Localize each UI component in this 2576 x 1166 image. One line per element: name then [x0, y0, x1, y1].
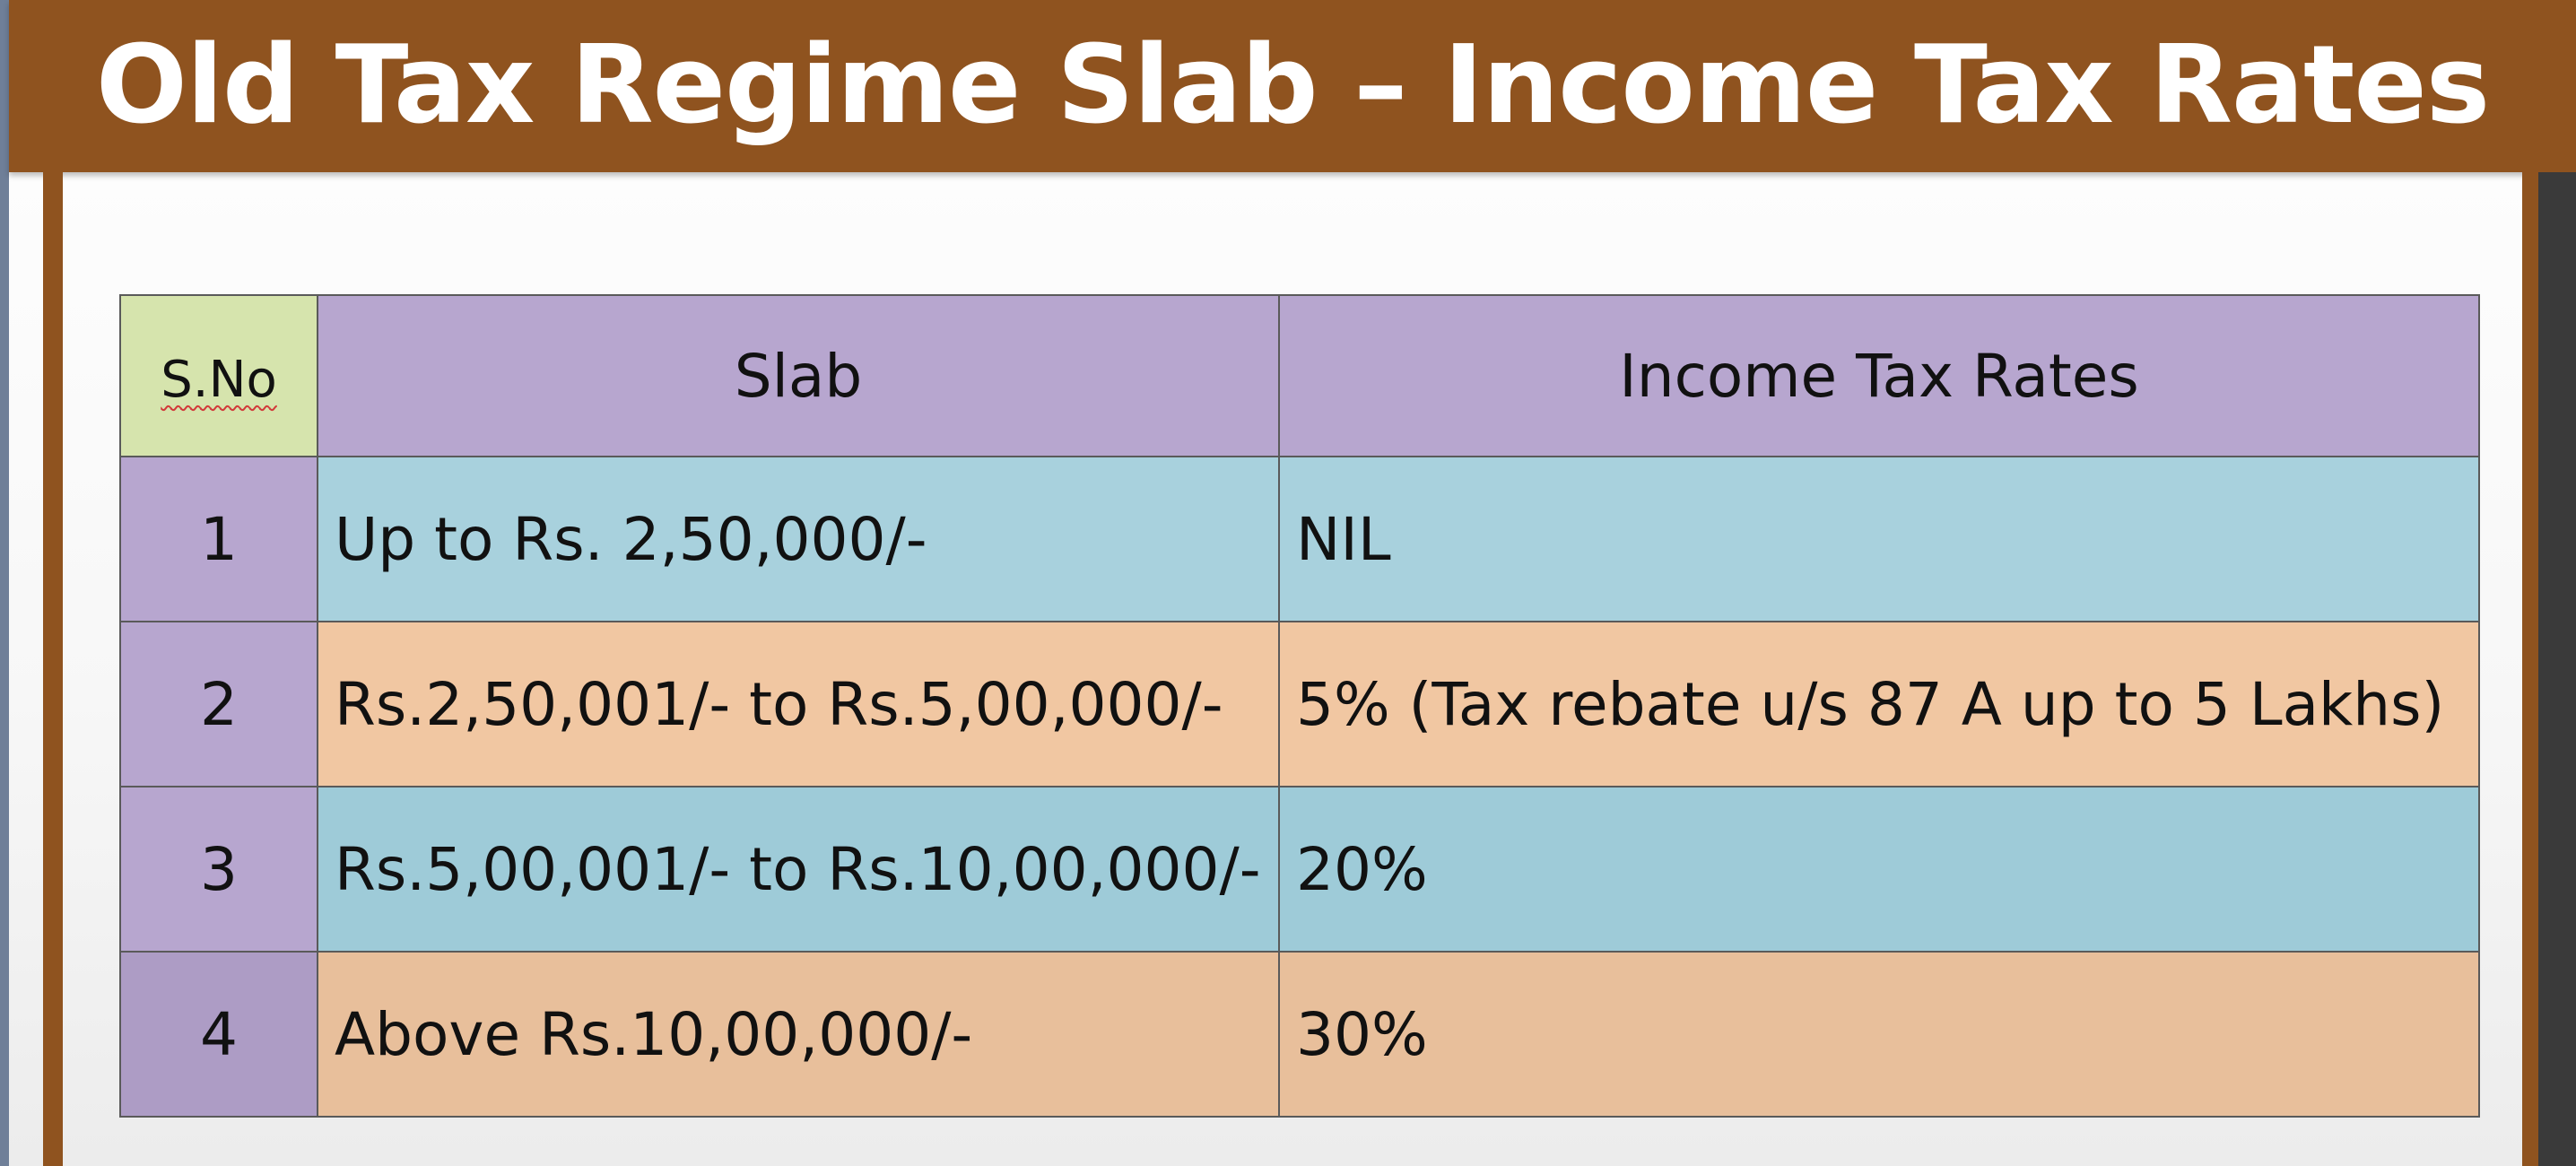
row-sno: 4	[119, 951, 318, 1118]
row-slab: Rs.2,50,001/- to Rs.5,00,000/-	[317, 621, 1280, 787]
table-row: 4 Above Rs.10,00,000/- 30%	[119, 951, 2480, 1118]
row-rate: 20%	[1278, 786, 2480, 953]
window-left-edge	[0, 0, 9, 1166]
row-sno: 3	[119, 786, 318, 953]
header-slab: Slab	[317, 294, 1280, 457]
row-sno: 1	[119, 456, 318, 622]
header-rate: Income Tax Rates	[1278, 294, 2480, 457]
row-rate: 5% (Tax rebate u/s 87 A up to 5 Lakhs)	[1278, 621, 2480, 787]
frame-left-border	[43, 172, 63, 1166]
title-bar	[9, 0, 2576, 172]
header-sno: S.No	[119, 294, 318, 457]
table-row: 1 Up to Rs. 2,50,000/- NIL	[119, 456, 2480, 622]
slide-title: Old Tax Regime Slab – Income Tax Rates	[95, 23, 2490, 148]
row-slab: Up to Rs. 2,50,000/-	[317, 456, 1280, 622]
frame-right-shadow	[2538, 172, 2576, 1166]
frame-right-border	[2522, 172, 2538, 1166]
table-header-row: S.No Slab Income Tax Rates	[119, 294, 2480, 457]
row-rate: NIL	[1278, 456, 2480, 622]
table-row: 2 Rs.2,50,001/- to Rs.5,00,000/- 5% (Tax…	[119, 621, 2480, 787]
row-slab: Above Rs.10,00,000/-	[317, 951, 1280, 1118]
header-sno-label: S.No	[161, 350, 277, 409]
row-slab: Rs.5,00,001/- to Rs.10,00,000/-	[317, 786, 1280, 953]
tax-slab-table: S.No Slab Income Tax Rates 1 Up to Rs. 2…	[119, 294, 2480, 1118]
row-sno: 2	[119, 621, 318, 787]
row-rate: 30%	[1278, 951, 2480, 1118]
table-row: 3 Rs.5,00,001/- to Rs.10,00,000/- 20%	[119, 786, 2480, 953]
